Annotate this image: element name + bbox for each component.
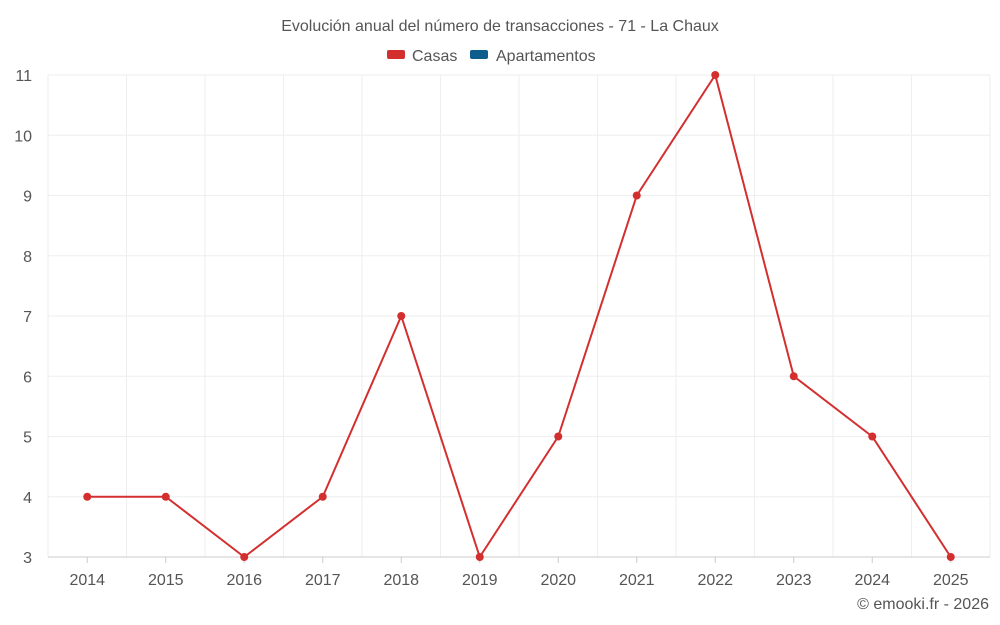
legend-item-apartamentos[interactable]: Apartamentos [470,48,596,65]
x-gridlines [47,75,991,557]
x-tick-label: 2019 [462,572,498,589]
data-point[interactable] [83,492,92,501]
series-lines [87,74,952,558]
data-point[interactable] [946,553,955,561]
data-point[interactable] [711,71,720,79]
legend-swatch-apartamentos [470,50,488,59]
legend-swatch-casas [387,50,405,59]
x-tick-label: 2015 [148,572,184,589]
legend-label-apartamentos: Apartamentos [496,48,596,65]
y-axis-ticks: 3 4 5 6 7 8 9 10 11 [14,68,32,567]
data-point[interactable] [318,492,327,501]
x-tick-label: 2016 [226,572,262,589]
chart-title: Evolución anual del número de transaccio… [281,18,719,35]
x-tick-label: 2024 [854,572,890,589]
data-point[interactable] [868,432,877,441]
y-tick-label: 3 [23,550,32,567]
data-point[interactable] [632,191,641,200]
y-tick-label: 4 [23,490,32,507]
y-tick-label: 5 [23,430,32,447]
data-point[interactable] [161,492,170,501]
y-tick-label: 10 [14,128,32,145]
y-tick-label: 6 [23,369,32,386]
data-point[interactable] [397,312,406,320]
legend-item-casas[interactable]: Casas [387,48,457,65]
credit-text: © emooki.fr - 2026 [857,596,989,613]
y-tick-label: 7 [23,309,32,326]
x-tick-label: 2017 [305,572,341,589]
x-tick-label: 2018 [383,572,419,589]
x-tick-label: 2021 [619,572,655,589]
series-line-casas [87,74,952,558]
data-point[interactable] [789,372,798,381]
legend-label-casas: Casas [412,48,457,65]
data-point[interactable] [240,553,249,561]
data-point[interactable] [554,432,563,441]
y-tick-label: 11 [15,68,32,85]
x-tick-label: 2025 [933,572,969,589]
y-tick-label: 8 [23,249,32,266]
x-tick-label: 2022 [697,572,733,589]
x-tick-label: 2023 [776,572,812,589]
series-points [83,71,955,561]
x-axis-ticks: 2014 2015 2016 2017 2018 2019 2020 2021 2022 2023… [69,557,969,589]
y-tick-label: 9 [23,189,32,206]
data-point[interactable] [475,553,484,561]
legend: Casas Apartamentos [387,48,596,65]
x-tick-label: 2020 [540,572,576,589]
x-tick-label: 2014 [69,572,105,589]
